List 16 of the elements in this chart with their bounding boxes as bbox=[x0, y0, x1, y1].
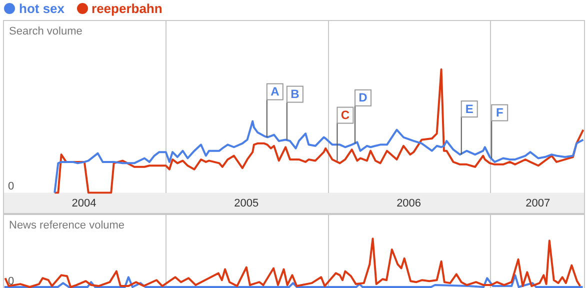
annotation: 0 bbox=[8, 180, 14, 192]
x-tick-label: 2006 bbox=[396, 197, 422, 210]
annotation: B bbox=[290, 87, 300, 102]
annotation: C bbox=[340, 108, 350, 122]
legend-label: reeperbahn bbox=[92, 1, 162, 16]
annotation: F bbox=[496, 106, 504, 120]
legend-label: hot sex bbox=[19, 1, 65, 16]
y-axis-title: Search volume bbox=[9, 26, 82, 38]
annotation: E bbox=[465, 102, 474, 116]
annotation: 0 bbox=[8, 276, 14, 288]
annotation: D bbox=[358, 90, 368, 105]
y-axis-title: News reference volume bbox=[9, 220, 125, 232]
annotation: A bbox=[270, 84, 280, 99]
x-tick-label: 2005 bbox=[234, 197, 259, 210]
x-tick-label: 2007 bbox=[526, 197, 550, 210]
x-tick-label: 2004 bbox=[72, 197, 96, 210]
